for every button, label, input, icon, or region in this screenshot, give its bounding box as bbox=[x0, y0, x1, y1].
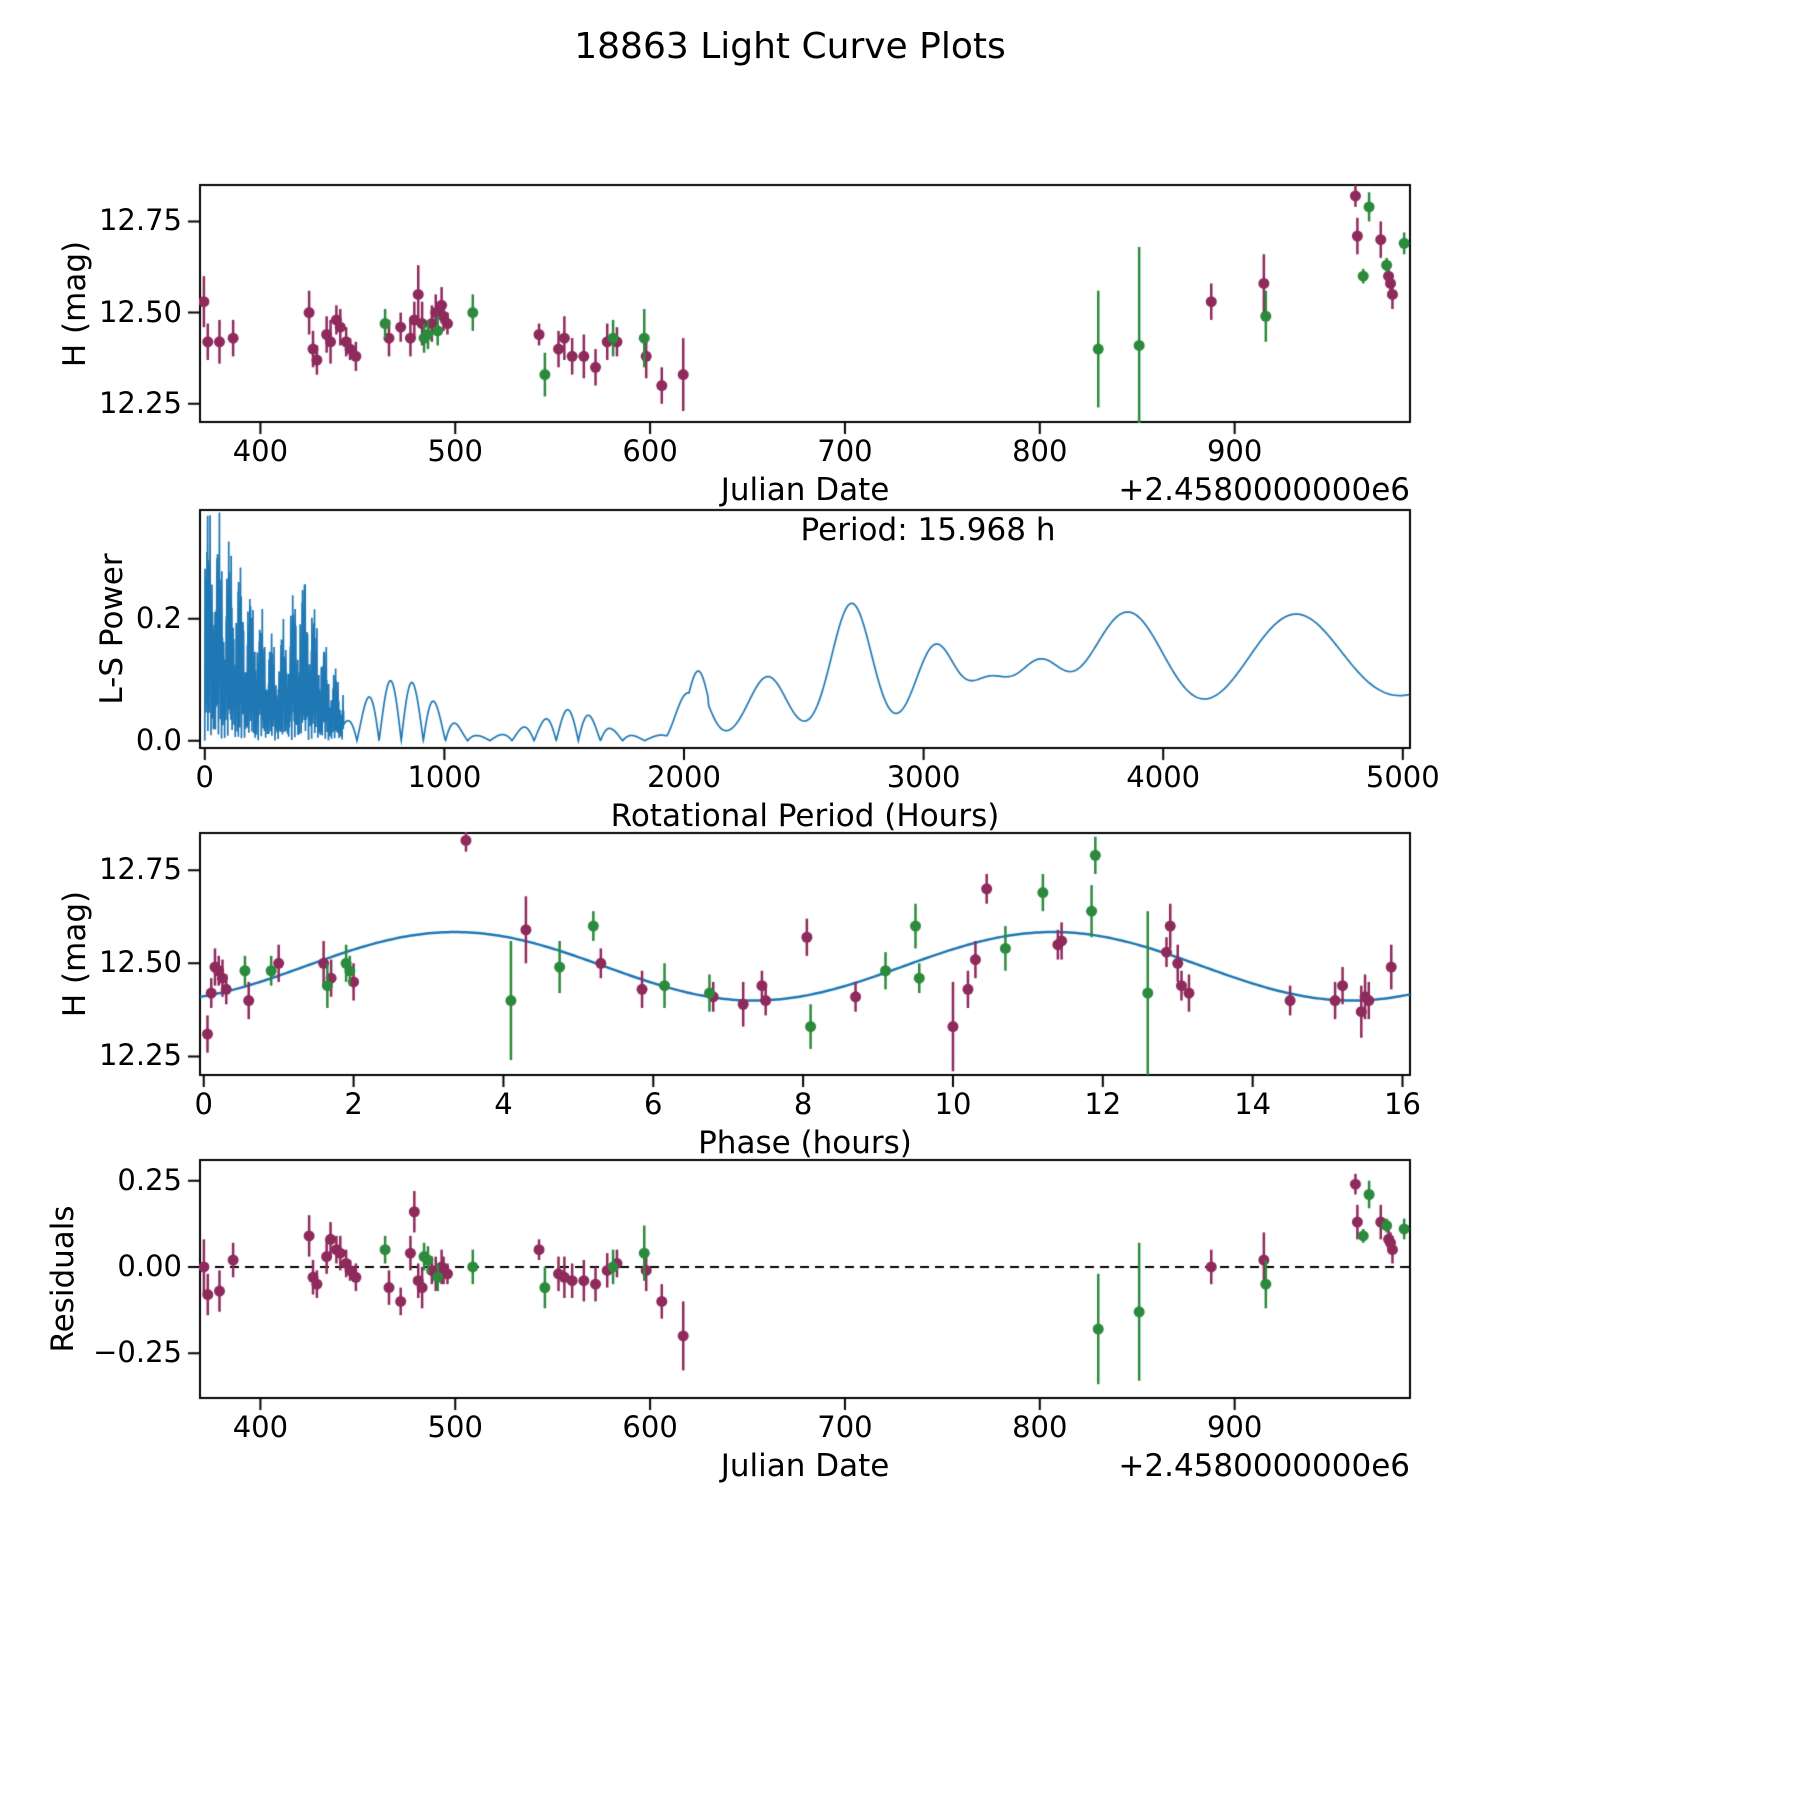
tick-label: 12 bbox=[1084, 1087, 1122, 1121]
tick-label: 400 bbox=[232, 1410, 289, 1444]
tick-label: 700 bbox=[817, 1410, 873, 1444]
tick-label: 500 bbox=[427, 434, 483, 468]
tick-label: 8 bbox=[793, 1087, 813, 1121]
tick-label: 14 bbox=[1234, 1087, 1272, 1121]
tick-label: 4000 bbox=[1126, 760, 1201, 794]
tick-label: 3000 bbox=[886, 760, 961, 794]
tick-label: 0.25 bbox=[117, 1162, 182, 1197]
tick-label: 12.75 bbox=[98, 852, 182, 887]
tick-label: 600 bbox=[622, 434, 678, 468]
tick-label: 600 bbox=[622, 1410, 678, 1444]
tick-label: 10 bbox=[934, 1087, 972, 1121]
tick-label: 0 bbox=[194, 1087, 213, 1121]
phased-y-axis-label: H (mag) bbox=[57, 890, 93, 1018]
residuals-x-axis-label: Julian Date bbox=[720, 1448, 890, 1484]
tick-label: −0.25 bbox=[93, 1335, 182, 1370]
tick-label: 500 bbox=[427, 1410, 483, 1444]
tick-label: 800 bbox=[1012, 434, 1068, 468]
tick-label: 5000 bbox=[1365, 760, 1440, 794]
tick-label: 6 bbox=[644, 1087, 663, 1121]
tick-label: 2000 bbox=[647, 760, 721, 794]
tick-label: 900 bbox=[1206, 434, 1263, 468]
tick-label: 700 bbox=[817, 434, 873, 468]
residuals-plot-area bbox=[178, 1138, 1432, 1420]
residuals-x-axis-offset: +2.4580000000e6 bbox=[1118, 1448, 1410, 1484]
tick-label: 800 bbox=[1012, 1410, 1068, 1444]
tick-label: 12.25 bbox=[98, 385, 182, 420]
tick-label: 0.0 bbox=[135, 722, 182, 757]
tick-label: 12.75 bbox=[98, 203, 182, 238]
residuals-y-axis-label: Residuals bbox=[45, 1205, 81, 1353]
tick-label: 4 bbox=[494, 1087, 513, 1121]
phased-plot-area bbox=[178, 811, 1432, 1097]
tick-label: 2 bbox=[344, 1087, 363, 1121]
lightcurve-y-axis-label: H (mag) bbox=[57, 240, 93, 367]
tick-label: 1000 bbox=[407, 760, 482, 794]
tick-label: 12.50 bbox=[98, 294, 182, 329]
tick-label: 0.2 bbox=[135, 600, 182, 635]
tick-label: 12.25 bbox=[98, 1038, 182, 1073]
tick-label: 0 bbox=[195, 760, 215, 794]
tick-label: 12.50 bbox=[98, 945, 182, 980]
periodogram-y-axis-label: L-S Power bbox=[94, 553, 130, 705]
tick-label: 900 bbox=[1206, 1410, 1263, 1444]
best-period-annotation: Period: 15.968 h bbox=[800, 512, 1056, 548]
tick-label: 0.00 bbox=[117, 1248, 182, 1283]
figure-title: 18863 Light Curve Plots bbox=[574, 26, 1006, 67]
tick-label: 16 bbox=[1384, 1087, 1421, 1121]
tick-label: 400 bbox=[232, 434, 289, 468]
periodogram-plot-area bbox=[178, 488, 1432, 770]
lightcurve-plot-area bbox=[178, 163, 1432, 444]
